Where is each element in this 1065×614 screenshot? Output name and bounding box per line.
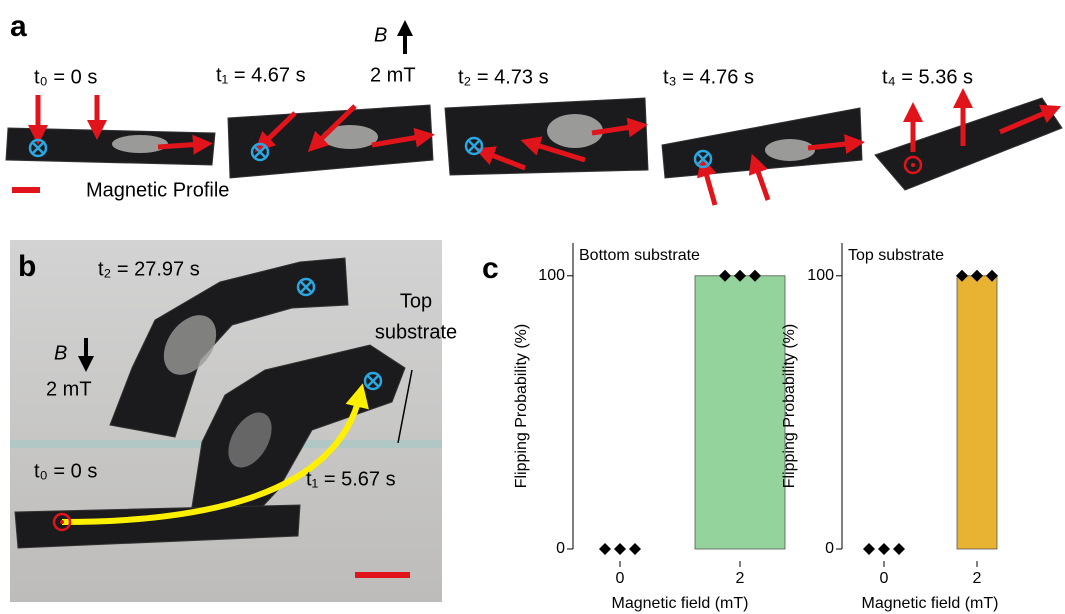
field-symbol: B — [54, 342, 67, 364]
data-point — [614, 543, 626, 555]
frame-time: t₄ = 5.36 s — [882, 66, 973, 88]
substrate-label: Top — [400, 290, 432, 312]
y-axis-label: Flipping Probability (%) — [513, 324, 530, 489]
time-label: t₁ = 5.67 s — [306, 468, 396, 490]
x-tick-label: 0 — [616, 570, 625, 587]
panel-label: c — [482, 252, 499, 285]
frame-time: t₂ = 4.73 s — [458, 66, 549, 88]
legend-label: Magnetic Profile — [86, 179, 229, 201]
frame-time: t₃ = 4.76 s — [663, 66, 754, 88]
data-point — [863, 543, 875, 555]
x-tick-label: 2 — [736, 570, 745, 587]
time-label: t₀ = 0 s — [34, 460, 97, 482]
frame-time: t₀ = 0 s — [34, 66, 97, 88]
chart-title: Bottom substrate — [579, 247, 700, 264]
field-value: 2 mT — [370, 64, 416, 86]
x-tick-label: 0 — [880, 570, 889, 587]
y-tick-label: 100 — [807, 267, 834, 284]
field-symbol: B — [374, 24, 387, 46]
panel-label: b — [18, 250, 36, 283]
y-tick-label: 0 — [556, 540, 565, 557]
bar — [695, 276, 785, 549]
x-axis-label: Magnetic field (mT) — [862, 595, 999, 612]
frame-time: t₁ = 4.67 s — [216, 64, 306, 86]
field-value: 2 mT — [46, 378, 92, 400]
x-axis-label: Magnetic field (mT) — [612, 595, 749, 612]
data-point — [599, 543, 611, 555]
substrate-label: substrate — [375, 321, 457, 343]
x-tick-label: 2 — [973, 570, 982, 587]
y-tick-label: 0 — [825, 540, 834, 557]
time-label: t₂ = 27.97 s — [98, 258, 200, 280]
y-axis-label: Flipping Probability (%) — [781, 324, 798, 489]
data-point — [629, 543, 641, 555]
panel-b: b t₂ = 27.97 s Top substrate B 2 mT t₀ =… — [10, 240, 457, 602]
figure: a t₀ = 0 s t₁ = 4.67 s t₂ = 4.73 s t₃ = … — [0, 0, 1065, 614]
data-point — [878, 543, 890, 555]
panel-a: a t₀ = 0 s t₁ = 4.67 s t₂ = 4.73 s t₃ = … — [6, 10, 1062, 205]
chart-title: Top substrate — [848, 247, 944, 264]
panel-label: a — [10, 10, 27, 43]
y-tick-label: 100 — [538, 267, 565, 284]
bar — [957, 276, 997, 549]
data-point — [893, 543, 905, 555]
